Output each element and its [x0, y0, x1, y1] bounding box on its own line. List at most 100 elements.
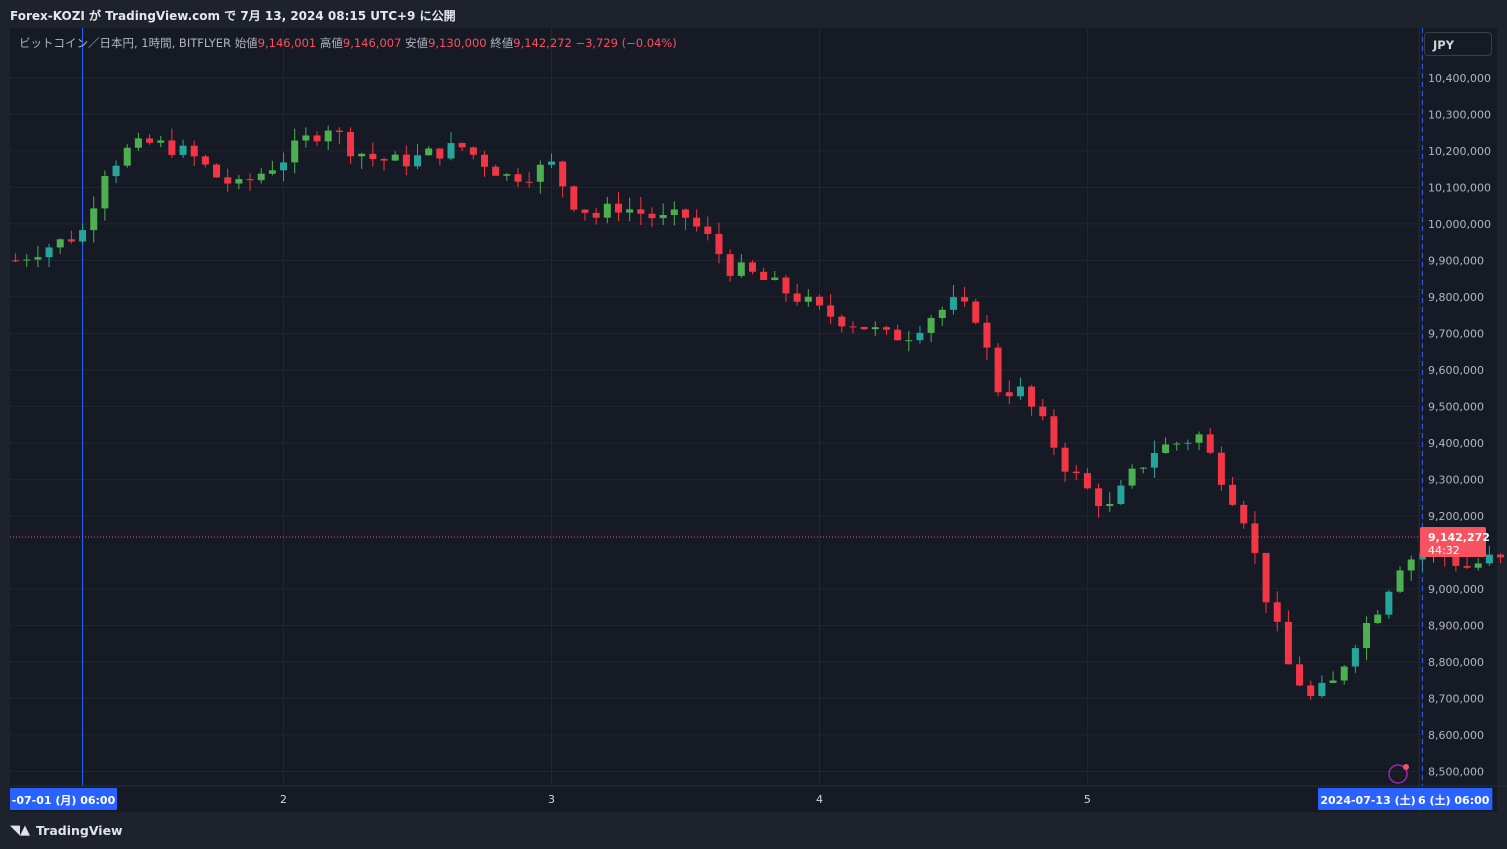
- candle-body: [1117, 485, 1125, 504]
- candle-body: [782, 277, 790, 294]
- candle-body: [1173, 443, 1181, 445]
- candle-body: [436, 148, 444, 159]
- candle-body: [1061, 447, 1069, 472]
- candle-body: [447, 143, 455, 159]
- price-axis-label: 9,900,000: [1428, 254, 1484, 267]
- candle-body: [1083, 473, 1091, 489]
- notification-dot: [1403, 764, 1409, 770]
- time-axis-highlight-label: 2024-07-13 (土): [1320, 793, 1415, 807]
- candle-body: [1128, 468, 1136, 486]
- currency-button[interactable]: JPY: [1424, 32, 1492, 56]
- candle-body: [280, 162, 288, 171]
- candle-body: [1016, 386, 1024, 397]
- price-axis-label: 9,800,000: [1428, 291, 1484, 304]
- candle-body: [536, 164, 544, 182]
- candle-body: [1240, 504, 1248, 524]
- candle-body: [715, 233, 723, 255]
- candle-body: [112, 165, 120, 177]
- candle-body: [592, 212, 600, 218]
- candle-body: [927, 317, 935, 333]
- publish-info: Forex-KOZI が TradingView.com で 7月 13, 20…: [10, 9, 456, 23]
- candle-body: [760, 271, 768, 280]
- low-value: 9,130,000: [428, 36, 487, 50]
- candle-body: [1072, 471, 1080, 474]
- candle-body: [1374, 614, 1382, 623]
- candle-body: [1229, 484, 1237, 505]
- candle-body: [849, 326, 857, 328]
- candle-body: [1452, 556, 1460, 566]
- candle-body: [402, 154, 410, 167]
- candle-body: [481, 154, 489, 167]
- candle-body: [704, 226, 712, 234]
- tradingview-logo-icon: ◥▲: [10, 823, 30, 838]
- symbol-name: ビットコイン／日本円, 1時間, BITFLYER: [19, 36, 232, 50]
- time-axis-label: 2: [280, 793, 287, 806]
- candle-body: [681, 209, 689, 218]
- last-price-value: 9,142,272: [1428, 531, 1490, 544]
- candle-body: [414, 155, 422, 167]
- price-axis-label: 8,900,000: [1428, 619, 1484, 632]
- time-axis-label: 5: [1084, 793, 1091, 806]
- publish-header: Forex-KOZI が TradingView.com で 7月 13, 20…: [0, 0, 1507, 28]
- candle-body: [771, 277, 779, 280]
- footer-bar: [0, 812, 1507, 849]
- candle-body: [1463, 565, 1471, 568]
- candlestick-chart[interactable]: 10,400,000 10,300,000 10,200,000 10,100,000…: [0, 0, 1507, 812]
- candle-body: [793, 293, 801, 302]
- candle-body: [815, 296, 823, 306]
- candle-body: [693, 217, 701, 227]
- candle-body: [1385, 591, 1393, 615]
- candle-body: [492, 166, 500, 176]
- price-axis-label: 10,100,000: [1428, 181, 1491, 194]
- candle-body: [972, 301, 980, 323]
- candle-body: [235, 179, 243, 184]
- candle-body: [737, 262, 745, 276]
- candle-body: [1184, 442, 1192, 444]
- candle-body: [949, 297, 957, 310]
- candle-body: [581, 209, 589, 213]
- candle-body: [1262, 552, 1270, 603]
- open-value: 9,146,001: [257, 36, 317, 50]
- candle-body: [748, 262, 756, 272]
- candle-body: [369, 153, 377, 159]
- time-axis-highlight-label: -07-01 (月) 06:00: [12, 794, 116, 807]
- candle-body: [1050, 416, 1058, 448]
- candle-body: [1485, 554, 1493, 564]
- candle-body: [994, 347, 1002, 393]
- candle-body: [79, 230, 87, 242]
- candle-body: [101, 176, 109, 209]
- candle-body: [882, 327, 890, 330]
- candle-body: [670, 209, 678, 216]
- candle-body: [201, 156, 209, 165]
- candle-body: [961, 297, 969, 302]
- candle-body: [1039, 406, 1047, 417]
- chart-area[interactable]: [10, 28, 1497, 812]
- candle-body: [146, 138, 154, 143]
- candle-body: [1474, 563, 1482, 568]
- candle-body: [458, 143, 466, 148]
- candle-body: [1005, 392, 1013, 397]
- tradingview-logo[interactable]: ◥▲ TradingView: [10, 823, 123, 838]
- candle-body: [157, 140, 165, 143]
- candle-body: [905, 340, 913, 342]
- candle-body: [525, 181, 533, 183]
- candle-body: [347, 131, 355, 157]
- price-axis-label: 9,200,000: [1428, 510, 1484, 523]
- candle-body: [469, 147, 477, 155]
- candle-body: [894, 329, 902, 341]
- candle-body: [335, 130, 343, 132]
- price-axis-label: 8,800,000: [1428, 656, 1484, 669]
- time-axis-highlight: [10, 788, 117, 810]
- candle-body: [168, 140, 176, 155]
- countdown-timer: 44:32: [1428, 544, 1460, 557]
- candle-body: [291, 140, 299, 163]
- candle-body: [1407, 559, 1415, 571]
- candle-body: [1363, 622, 1371, 649]
- candle-body: [1296, 664, 1304, 686]
- candle-body: [45, 247, 53, 258]
- price-axis-label: 10,200,000: [1428, 145, 1491, 158]
- candle-body: [302, 135, 310, 141]
- candle-body: [67, 239, 75, 242]
- price-axis-label: 8,600,000: [1428, 729, 1484, 742]
- candle-body: [190, 145, 198, 157]
